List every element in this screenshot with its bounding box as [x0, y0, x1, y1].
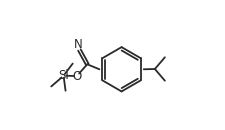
Text: N: N: [74, 38, 82, 51]
Text: O: O: [72, 70, 81, 83]
Text: Si: Si: [58, 69, 68, 82]
